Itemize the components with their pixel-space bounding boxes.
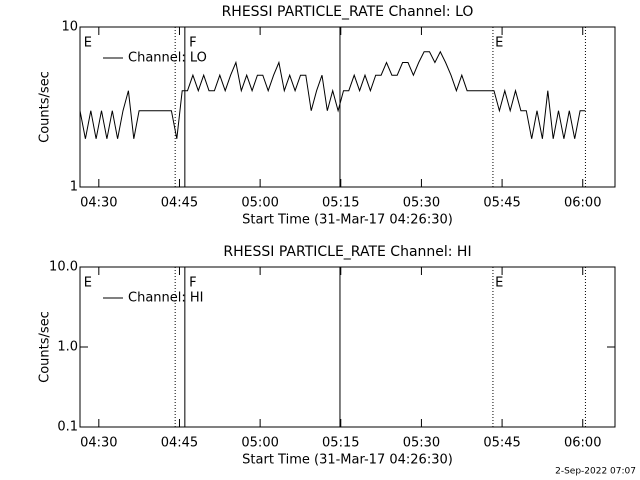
- x-tick-label: 05:00: [241, 196, 278, 211]
- x-axis-title: Start Time (31-Mar-17 04:26:30): [242, 453, 453, 468]
- legend-label: Channel: LO: [128, 51, 207, 66]
- y-axis-title: Counts/sec: [38, 311, 53, 383]
- x-tick-label: 04:45: [161, 196, 198, 211]
- x-tick-label: 06:00: [564, 436, 601, 451]
- y-tick-label: 1.0: [57, 340, 78, 355]
- flag-label: E: [495, 276, 503, 291]
- y-tick-label: 10.0: [49, 260, 78, 275]
- x-tick-label: 05:45: [483, 196, 520, 211]
- y-tick-label: 0.1: [57, 420, 78, 435]
- x-tick-label: 05:30: [403, 196, 440, 211]
- x-axis-title: Start Time (31-Mar-17 04:26:30): [242, 213, 453, 228]
- y-axis-title: Counts/sec: [38, 71, 53, 143]
- flag-label: E: [495, 36, 503, 51]
- x-tick-label: 04:45: [161, 436, 198, 451]
- x-tick-label: 04:30: [80, 196, 117, 211]
- flag-label: E: [84, 276, 92, 291]
- plot-frame: [79, 26, 616, 188]
- flag-label: F: [189, 276, 196, 291]
- x-tick-label: 05:30: [403, 436, 440, 451]
- legend-label: Channel: HI: [128, 291, 204, 306]
- x-tick-label: 05:15: [322, 436, 359, 451]
- chart-title: RHESSI PARTICLE_RATE Channel: HI: [223, 244, 471, 260]
- footer: 2-Sep-2022 07:07: [555, 467, 636, 477]
- flag-label: F: [189, 36, 196, 51]
- x-tick-label: 04:30: [80, 436, 117, 451]
- data-line: [79, 50, 586, 139]
- x-tick-label: 05:15: [322, 196, 359, 211]
- y-tick-label: 1: [70, 180, 78, 195]
- x-tick-label: 06:00: [564, 196, 601, 211]
- x-tick-label: 05:45: [483, 436, 520, 451]
- x-tick-label: 05:00: [241, 436, 278, 451]
- chart-title: RHESSI PARTICLE_RATE Channel: LO: [222, 4, 474, 20]
- y-tick-label: 10: [61, 20, 78, 35]
- flag-label: E: [84, 36, 92, 51]
